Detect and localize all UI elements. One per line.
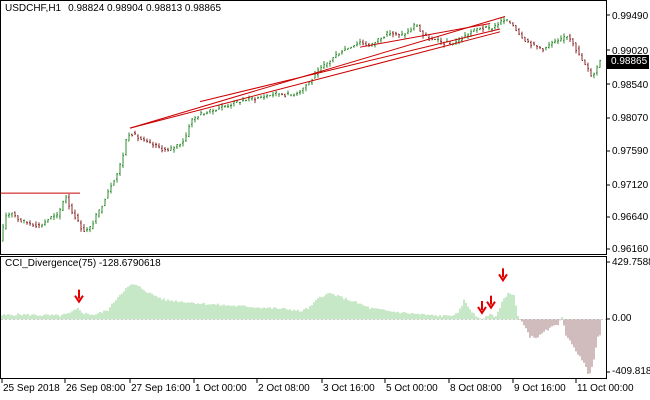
price-tick-label: 0.96160	[612, 244, 649, 255]
trendline	[129, 15, 506, 129]
down-arrow-icon	[498, 273, 508, 283]
down-arrow-icon	[486, 301, 496, 310]
indicator-title: CCI_Divergence(75) -128.6790618	[5, 258, 161, 269]
time-tick-label: 2 Oct 08:00	[258, 383, 310, 394]
chart-frames	[0, 0, 607, 379]
price-tick-label: 0.97590	[612, 146, 649, 157]
ohlc-readout: 0.98824 0.98904 0.98813 0.98865	[68, 3, 222, 14]
indicator-tick-label: 429.7588	[612, 257, 650, 268]
price-tick-label: 0.99490	[612, 11, 649, 22]
chart-header: USDCHF,H1 0.98824 0.98904 0.98813 0.9886…	[5, 3, 221, 15]
down-arrow-icon	[74, 295, 84, 304]
trendline	[199, 28, 501, 103]
indicator-tick-label: 0.00	[612, 313, 632, 324]
time-tick-label: 5 Oct 00:00	[386, 383, 438, 394]
price-tick-label: 0.98070	[612, 113, 649, 124]
cci-histogram-marks	[1, 284, 606, 375]
divergence-arrows	[74, 268, 508, 315]
price-tick-label: 0.96640	[612, 212, 649, 223]
time-tick-label: 26 Sep 08:00	[66, 383, 126, 394]
time-tick-label: 1 Oct 00:00	[195, 383, 247, 394]
time-tick-label: 3 Oct 16:00	[323, 383, 375, 394]
trendline	[129, 31, 501, 129]
time-tick-label: 8 Oct 08:00	[450, 383, 502, 394]
price-window-frame	[0, 0, 607, 255]
price-axis-ticks	[606, 14, 610, 373]
time-tick-label: 11 Oct 00:00	[577, 383, 634, 394]
price-tick-label: 0.97120	[612, 180, 649, 191]
time-tick-label: 25 Sep 2018	[3, 383, 60, 394]
symbol-label: USDCHF,H1	[5, 3, 62, 14]
trendlines	[0, 15, 506, 194]
indicator-window-frame	[0, 256, 607, 379]
time-tick-label: 9 Oct 16:00	[514, 383, 566, 394]
time-tick-label: 27 Sep 16:00	[131, 383, 191, 394]
trendline	[359, 22, 491, 48]
price-tick-label: 0.98540	[612, 80, 649, 91]
price-tick-label: 0.99020	[612, 46, 649, 57]
down-arrow-icon	[477, 306, 487, 315]
indicator-tick-label: -409.8181	[612, 366, 650, 377]
time-axis-ticks	[1, 379, 577, 383]
current-price-marker: 0.98865	[607, 55, 649, 69]
